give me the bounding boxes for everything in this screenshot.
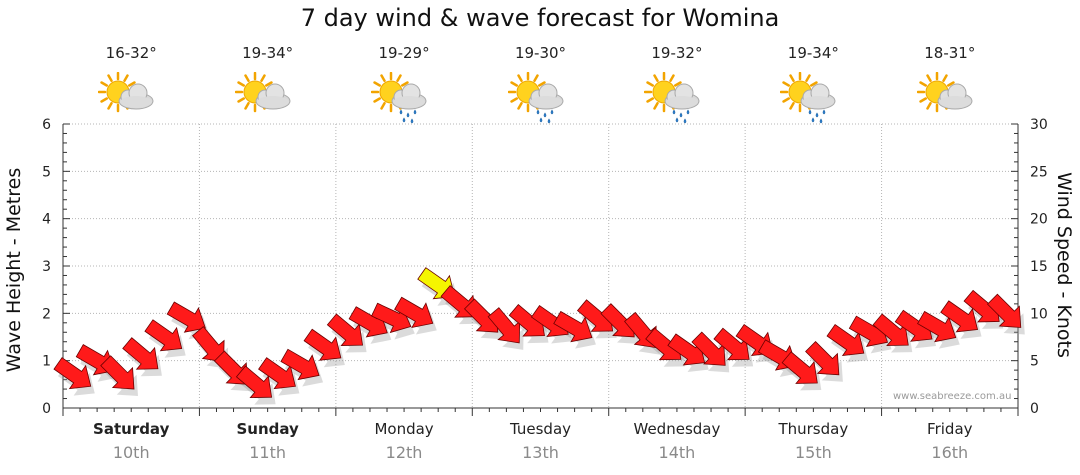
wind-arrow — [805, 341, 840, 376]
wind-arrow — [303, 328, 342, 361]
wind-arrow — [394, 296, 434, 329]
y-tick-label-right: 25 — [1030, 164, 1048, 180]
date-label: 12th — [385, 443, 423, 462]
y-tick-label-left: 3 — [42, 259, 51, 275]
day-label: Tuesday — [509, 420, 572, 438]
partly-cloudy-icon — [98, 72, 154, 113]
day-label: Sunday — [236, 420, 299, 438]
day-temp-range: 19-34° — [242, 44, 294, 62]
date-label: 13th — [522, 443, 559, 462]
partly-cloudy-showers-icon — [780, 72, 836, 124]
y-tick-label-left: 5 — [42, 164, 51, 180]
y-tick-label-right: 15 — [1030, 259, 1048, 275]
wind-arrow — [280, 348, 320, 381]
chart-title: 7 day wind & wave forecast for Womina — [300, 4, 780, 32]
wind-arrow — [691, 331, 726, 366]
y-axis-left-label: Wave Height - Metres — [3, 167, 25, 373]
day-temp-range: 19-29° — [378, 44, 430, 62]
y-tick-label-right: 20 — [1030, 212, 1048, 228]
partly-cloudy-showers-icon — [507, 72, 563, 124]
day-label: Thursday — [778, 420, 849, 438]
partly-cloudy-showers-icon — [371, 72, 427, 124]
wind-arrow — [53, 357, 92, 390]
wind-arrow — [235, 365, 273, 399]
day-temp-range: 19-32° — [651, 44, 703, 62]
watermark: www.seabreeze.com.au — [893, 391, 1012, 402]
day-temp-range: 18-31° — [924, 44, 976, 62]
y-tick-label-right: 10 — [1030, 306, 1048, 322]
wind-arrow — [781, 351, 818, 384]
wind-arrow — [166, 301, 206, 333]
wind-arrow — [122, 337, 159, 370]
wind-arrow — [826, 323, 865, 356]
y-axis-right-label: Wind Speed - Knots — [1053, 172, 1075, 358]
partly-cloudy-icon — [234, 72, 291, 113]
wind-arrow — [713, 327, 750, 361]
wind-arrow — [192, 326, 225, 363]
day-label: Monday — [374, 420, 434, 438]
partly-cloudy-showers-icon — [643, 72, 700, 124]
wind-arrow — [986, 293, 1022, 328]
wind-arrow — [553, 310, 593, 343]
day-label: Friday — [927, 420, 973, 438]
day-label: Saturday — [93, 420, 170, 438]
date-label: 11th — [249, 443, 287, 462]
date-label: 10th — [112, 443, 150, 462]
wind-arrow — [144, 319, 183, 352]
day-temp-range: 19-34° — [787, 44, 839, 62]
y-tick-label-right: 30 — [1030, 117, 1048, 133]
wind-arrow — [258, 357, 296, 390]
y-tick-label-right: 5 — [1030, 354, 1039, 370]
wind-arrow — [940, 300, 979, 333]
day-temp-range: 16-32° — [105, 44, 157, 62]
date-label: 14th — [658, 443, 696, 462]
wind-arrow — [100, 355, 135, 390]
partly-cloudy-icon — [916, 72, 973, 113]
y-tick-label-left: 6 — [42, 117, 51, 133]
day-temp-range: 19-30° — [514, 44, 567, 62]
wind-arrow — [917, 310, 957, 343]
y-tick-label-left: 4 — [42, 212, 51, 228]
wind-arrow — [487, 307, 521, 344]
date-label: 15th — [794, 443, 832, 462]
y-tick-label-left: 1 — [42, 354, 51, 370]
y-tick-label-left: 2 — [42, 306, 51, 322]
y-tick-label-left: 0 — [42, 401, 51, 417]
wind-arrow — [872, 313, 909, 346]
date-label: 16th — [931, 443, 969, 462]
wind-arrow — [326, 313, 364, 346]
y-tick-label-right: 0 — [1030, 401, 1039, 417]
day-label: Wednesday — [633, 420, 721, 438]
